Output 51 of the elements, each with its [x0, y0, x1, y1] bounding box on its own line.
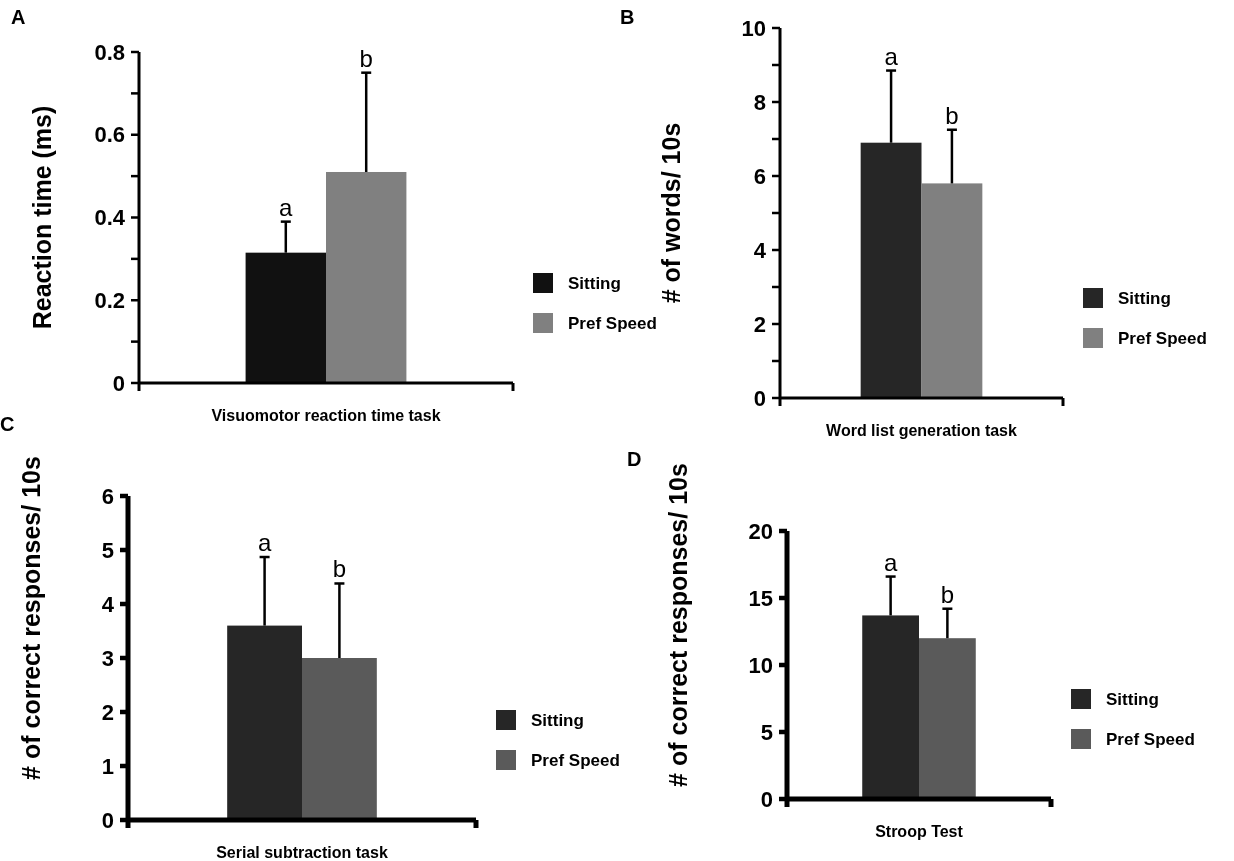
y-axis-title: # of correct responses/ 10s [17, 456, 45, 780]
legend-label: Sitting [531, 710, 584, 730]
y-tick-label: 2 [101, 699, 114, 725]
y-tick-label: 6 [753, 163, 766, 189]
y-tick-label: 15 [748, 585, 773, 611]
y-tick-label: 2 [753, 311, 766, 337]
y-axis-title: Reaction time (ms) [28, 105, 56, 330]
annotation: a [883, 548, 898, 576]
x-axis-title: Serial subtraction task [216, 844, 388, 861]
annotation: b [940, 580, 955, 608]
y-tick-label: 0 [101, 807, 114, 833]
y-tick-label: 8 [753, 89, 766, 115]
y-tick-label: 5 [760, 719, 773, 745]
y-tick-label: 6 [101, 483, 114, 509]
y-tick-label: 20 [748, 518, 773, 544]
annotation: b [945, 101, 959, 129]
y-tick-label: 0.4 [94, 205, 126, 231]
y-tick-label: 0 [753, 385, 766, 411]
legend-label: Pref Speed [1106, 729, 1195, 749]
y-tick-label: 3 [101, 645, 114, 671]
x-axis-title: Word list generation task [826, 422, 1018, 439]
annotation: b [359, 44, 373, 72]
y-axis-title: # of correct responses/ 10s [664, 463, 692, 787]
y-tick-label: 0.6 [94, 122, 125, 148]
y-axis-title: # of words/ 10s [657, 122, 685, 304]
x-axis-title: Stroop Test [875, 823, 964, 840]
y-tick-label: 0 [112, 370, 125, 396]
annotation: a [257, 529, 272, 557]
legend-label: Pref Speed [568, 313, 657, 333]
x-axis-title: Visuomotor reaction time task [211, 407, 441, 424]
chart-title: B [620, 6, 635, 28]
y-tick-label: 0.8 [94, 39, 125, 65]
y-tick-label: 5 [101, 537, 114, 563]
chart-title: A [11, 6, 26, 28]
legend-label: Pref Speed [531, 750, 620, 770]
chart-title: C [0, 413, 15, 435]
chart-title: D [627, 448, 642, 470]
y-tick-label: 0.2 [94, 287, 125, 313]
annotation: a [884, 42, 899, 70]
y-tick-label: 10 [748, 652, 773, 678]
y-tick-label: 4 [101, 591, 115, 617]
legend-label: Pref Speed [1118, 328, 1207, 348]
annotation: a [279, 193, 294, 221]
legend-label: Sitting [1106, 689, 1159, 709]
y-tick-label: 0 [760, 786, 773, 812]
annotation: b [332, 555, 347, 583]
y-tick-label: 10 [741, 15, 766, 41]
legend-label: Sitting [568, 273, 621, 293]
legend-label: Sitting [1118, 288, 1171, 308]
y-tick-label: 4 [753, 237, 767, 263]
y-tick-label: 1 [101, 753, 114, 779]
